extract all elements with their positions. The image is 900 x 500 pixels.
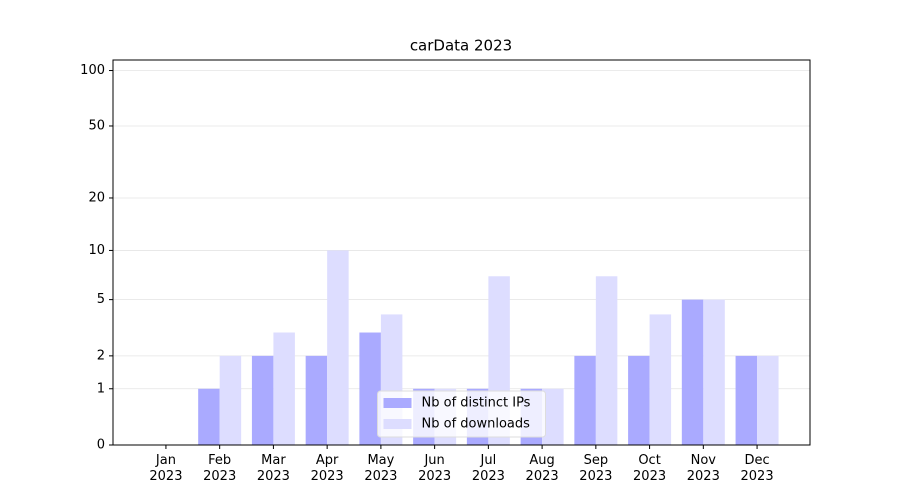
bar bbox=[757, 355, 779, 445]
bar bbox=[542, 388, 564, 445]
x-tick-label: Jun 2023 bbox=[418, 453, 452, 484]
y-tick-label: 10 bbox=[88, 243, 105, 258]
bar bbox=[681, 299, 704, 445]
bar bbox=[359, 332, 381, 445]
bar bbox=[305, 355, 328, 445]
x-tick-label: Jul 2023 bbox=[471, 453, 505, 484]
bar bbox=[595, 276, 618, 445]
bar bbox=[273, 332, 295, 445]
y-tick-label: 20 bbox=[88, 190, 105, 205]
y-tick-label: 1 bbox=[97, 381, 105, 396]
bar bbox=[735, 355, 758, 445]
x-tick-label: Feb 2023 bbox=[203, 453, 237, 484]
y-tick-label: 5 bbox=[97, 292, 105, 307]
x-tick-label: Mar 2023 bbox=[256, 453, 290, 484]
bar bbox=[251, 355, 274, 445]
y-tick-label: 50 bbox=[88, 118, 105, 133]
chart-title: carData 2023 bbox=[410, 37, 512, 55]
legend-label: Nb of downloads bbox=[422, 417, 531, 432]
bar bbox=[198, 388, 220, 445]
x-tick-label: Apr 2023 bbox=[310, 453, 344, 484]
legend-swatch bbox=[383, 419, 412, 429]
bar bbox=[649, 314, 672, 445]
legend-box bbox=[377, 390, 546, 438]
legend-swatch bbox=[383, 398, 412, 408]
y-tick-label: 0 bbox=[97, 438, 105, 453]
plot-frame bbox=[112, 59, 811, 446]
x-tick-label: Nov 2023 bbox=[686, 453, 720, 484]
bar bbox=[574, 355, 596, 445]
x-tick-label: Sep 2023 bbox=[579, 453, 613, 484]
x-tick-label: Dec 2023 bbox=[740, 453, 774, 484]
x-tick-label: May 2023 bbox=[364, 453, 398, 484]
legend-label: Nb of distinct IPs bbox=[422, 396, 531, 411]
bar bbox=[703, 299, 725, 445]
x-tick-label: Aug 2023 bbox=[525, 453, 559, 484]
y-tick-label: 100 bbox=[80, 63, 105, 78]
bar bbox=[219, 355, 242, 445]
bar bbox=[327, 250, 349, 445]
y-tick-label: 2 bbox=[97, 348, 105, 363]
x-tick-label: Oct 2023 bbox=[633, 453, 667, 484]
bar bbox=[628, 355, 650, 445]
legend: Nb of distinct IPs Nb of downloads bbox=[377, 390, 546, 438]
x-tick-label: Jan 2023 bbox=[149, 453, 183, 484]
